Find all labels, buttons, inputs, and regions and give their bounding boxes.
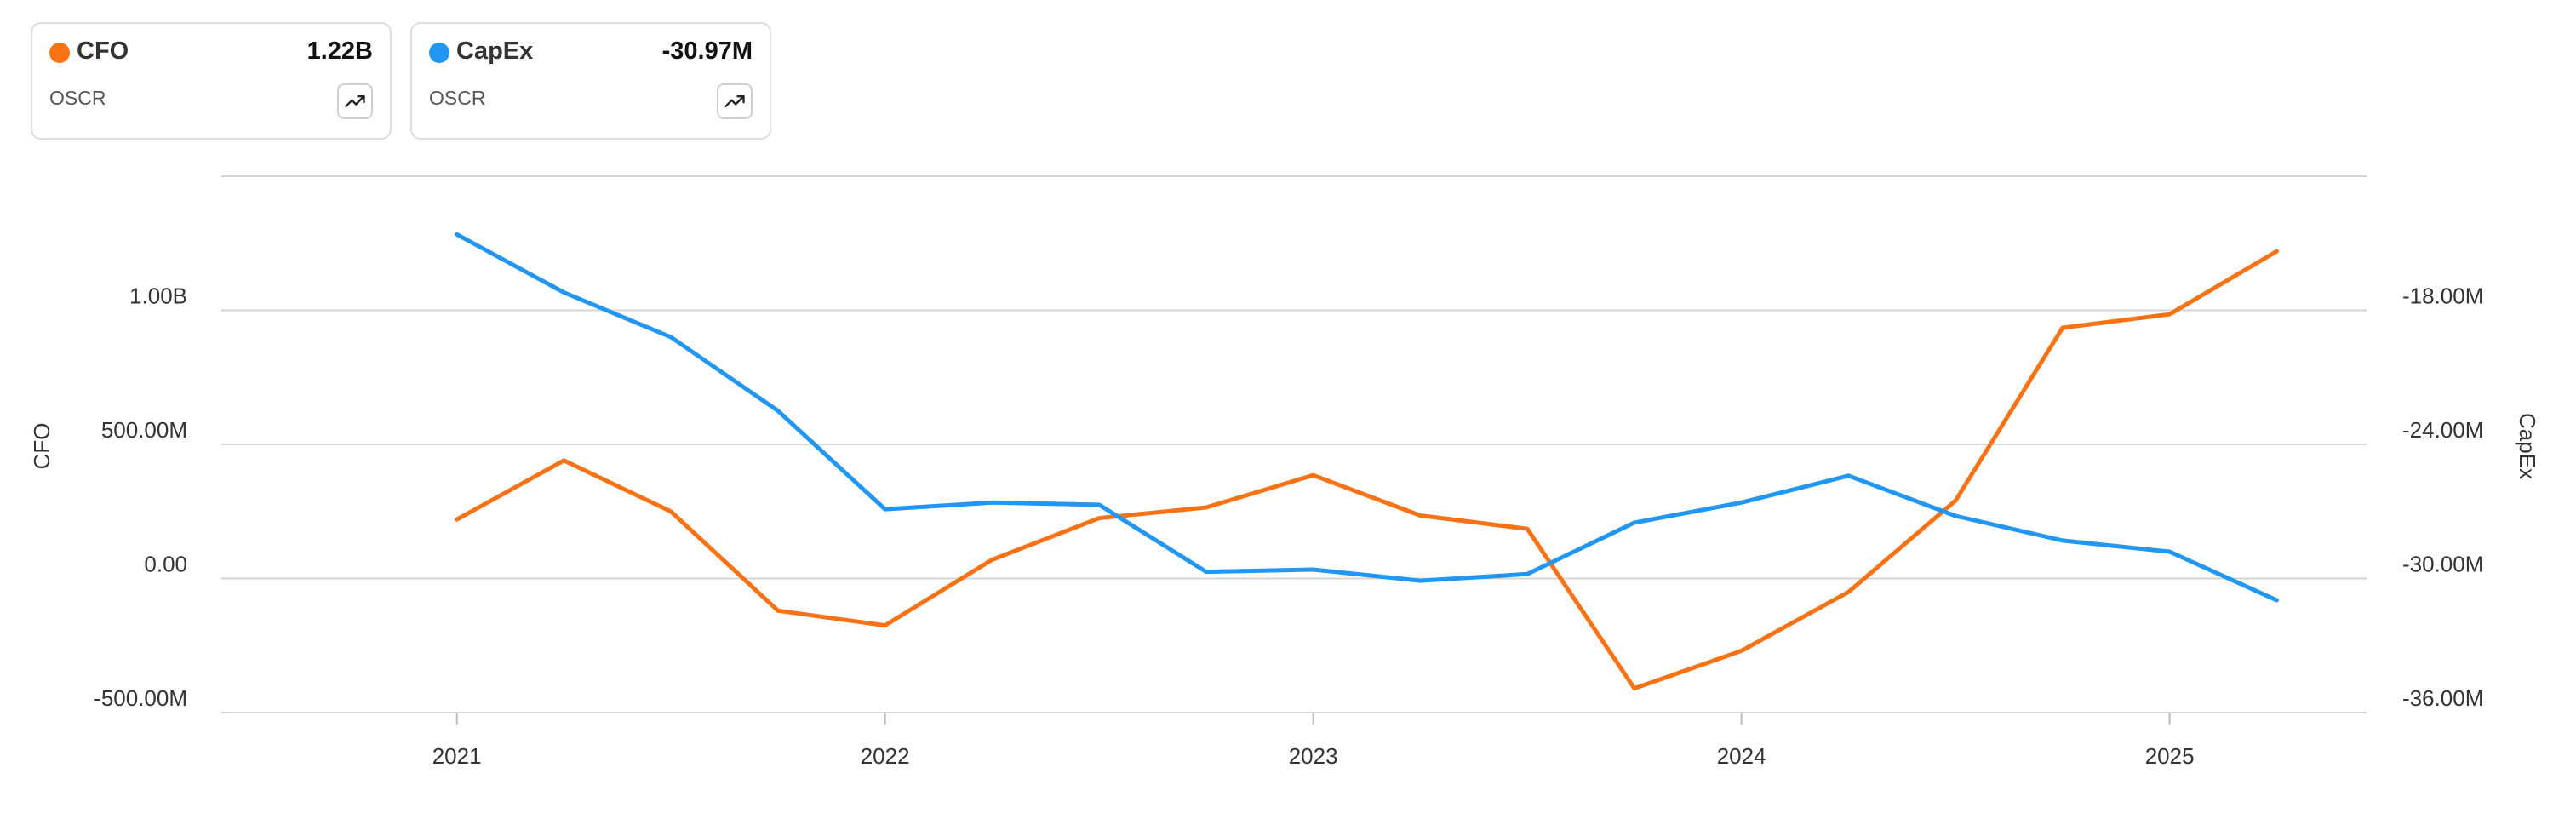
legend-card-cfo[interactable]: CFO 1.22B OSCR [31,22,392,140]
y-left-tick-label: -500.00M [94,685,187,711]
y-right-tick-label: -24.00M [2402,417,2483,443]
x-tick-label: 2024 [1717,743,1766,769]
trend-button[interactable] [337,83,373,119]
gridlines [221,175,2367,713]
y-left-tick-label: 500.00M [101,417,187,443]
y-right-tick-label: -30.00M [2402,552,2483,577]
capex-series-line [455,232,2279,603]
trending-up-icon [345,95,365,108]
trending-up-icon [724,95,745,108]
x-tick-label: 2025 [2145,743,2195,769]
y-right-axis-title: CapEx [2515,413,2540,479]
y-left-axis-title: CFO [29,423,54,470]
legend-series-name: CFO [77,37,129,65]
y-right-tick-label: -36.00M [2402,685,2483,711]
legend-series-value: -30.97M [661,37,753,65]
x-tick-label: 2023 [1289,743,1338,769]
legend-series-value: 1.22B [306,37,373,65]
x-tick-label: 2022 [861,743,910,769]
y-left-tick-label: 1.00B [129,284,187,309]
series-lines [455,232,2279,691]
legend-ticker: OSCR [429,87,486,109]
legend-series-name: CapEx [456,37,534,65]
legend-ticker: OSCR [49,87,106,109]
cfo-legend-dot [49,43,70,63]
capex-legend-dot [429,43,449,63]
x-tick-label: 2021 [432,743,482,769]
legend-card-capex[interactable]: CapEx -30.97M OSCR [410,22,771,140]
trend-button[interactable] [717,83,753,119]
y-right-tick-label: -18.00M [2402,284,2483,309]
y-left-tick-label: 0.00 [144,552,187,577]
cfo-series-line [455,249,2279,691]
axis-ticks: -500.00M 0.00 500.00M 1.00B -36.00M -30.00M -2… [94,284,2483,770]
